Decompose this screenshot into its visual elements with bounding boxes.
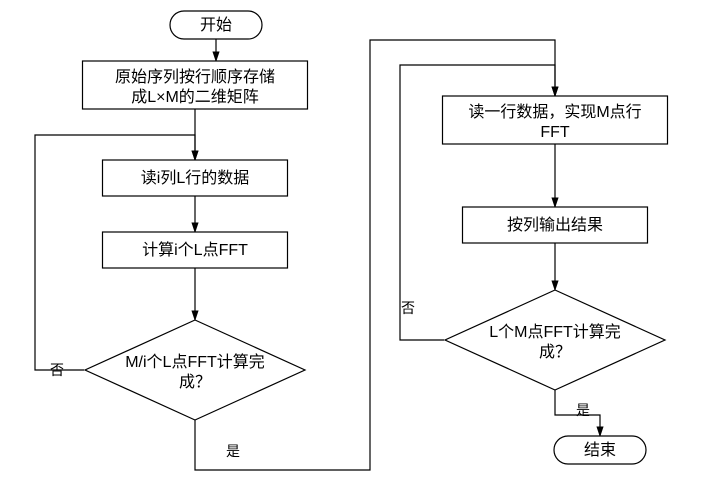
node-p4: 读一行数据，实现M点行 FFT <box>443 96 668 144</box>
node-p2: 读i列L行的数据 <box>103 160 288 196</box>
node-end: 结束 <box>554 436 646 464</box>
node-d1: M/i个L点FFT计算完成？ <box>85 320 305 420</box>
node-label-p2: 读i列L行的数据 <box>141 169 249 187</box>
node-p3: 计算i个L点FFT <box>103 232 288 268</box>
node-label-start: 开始 <box>200 16 232 34</box>
node-label2-p4: FFT <box>540 124 570 141</box>
edge-label-5: 是 <box>226 443 240 459</box>
edge-label-8: 否 <box>401 300 415 316</box>
edge-label-9: 是 <box>576 402 590 418</box>
node-label2-d1: 成？ <box>179 373 211 391</box>
node-label-p5: 按列输出结果 <box>507 216 603 234</box>
node-label2-d2: 成？ <box>539 343 571 361</box>
node-start: 开始 <box>170 11 262 39</box>
node-d2: L个M点FFT计算完成？ <box>445 290 665 390</box>
node-label1-d2: L个M点FFT计算完 <box>489 322 621 341</box>
node-p1: 原始序列按行顺序存储成L×M的二维矩阵 <box>83 61 308 109</box>
node-label1-p4: 读一行数据，实现M点行 <box>468 103 641 121</box>
node-label2-p1: 成L×M的二维矩阵 <box>131 88 259 106</box>
node-label1-p1: 原始序列按行顺序存储 <box>115 68 275 86</box>
node-label-p3: 计算i个L点FFT <box>142 240 248 259</box>
node-p5: 按列输出结果 <box>463 207 648 243</box>
edge-label-4: 否 <box>50 362 64 378</box>
node-label1-d1: M/i个L点FFT计算完 <box>125 352 265 371</box>
node-label-end: 结束 <box>584 441 616 459</box>
